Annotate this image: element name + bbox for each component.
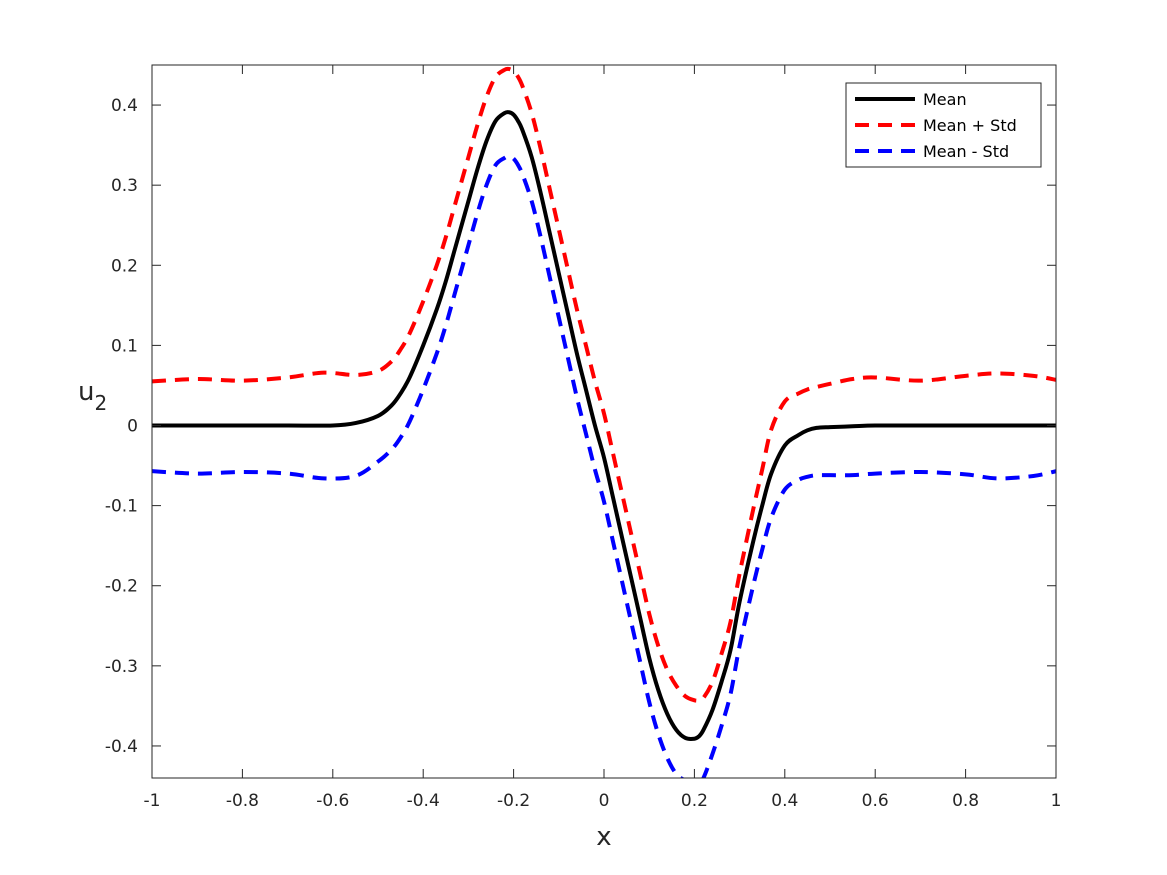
- axes-box: [151, 64, 1057, 779]
- y-tick-label: 0.2: [111, 256, 138, 276]
- x-tick-label: 0: [599, 791, 610, 811]
- y-tick-label: -0.2: [105, 577, 138, 597]
- y-tick-label: 0.1: [111, 336, 138, 356]
- y-axis-label-subscript: 2: [94, 391, 107, 415]
- x-tick-label: 1: [1051, 791, 1062, 811]
- series-line-mean-plus-std: [152, 66, 1056, 703]
- y-tick-label: 0.3: [111, 176, 138, 196]
- y-axis-label-main: u: [78, 377, 94, 407]
- x-tick-label: -1: [144, 791, 161, 811]
- series-layer: [152, 66, 1056, 778]
- y-tick-label: -0.3: [105, 657, 138, 677]
- y-tick-label: 0.4: [111, 96, 138, 116]
- x-tick-label: -0.2: [497, 791, 530, 811]
- x-tick-label: 0.2: [681, 791, 708, 811]
- y-tick-label: -0.4: [105, 737, 138, 757]
- legend: Mean Mean + Std Mean - Std: [845, 82, 1042, 168]
- series-line-mean-minus-std: [152, 154, 1056, 778]
- series-line-mean: [152, 110, 1056, 741]
- tick-layer: -1 -0.8 -0.6 -0.4 -0.2 0 0.2 0.4 0.6 0.8 1 -0.4 -0.3…: [105, 65, 1062, 811]
- y-tick-label: 0: [127, 417, 138, 437]
- x-tick-label: 0.6: [862, 791, 889, 811]
- y-axis-label: u2: [78, 377, 107, 415]
- x-axis-label: x: [596, 822, 611, 852]
- x-tick-label: -0.6: [316, 791, 349, 811]
- x-tick-label: -0.8: [226, 791, 259, 811]
- y-tick-label: -0.1: [105, 497, 138, 517]
- legend-label-mean: Mean: [923, 90, 967, 109]
- legend-label-mean-minus-std: Mean - Std: [923, 142, 1009, 161]
- legend-label-mean-plus-std: Mean + Std: [923, 116, 1017, 135]
- x-tick-label: 0.4: [771, 791, 798, 811]
- x-tick-label: -0.4: [407, 791, 440, 811]
- x-tick-label: 0.8: [952, 791, 979, 811]
